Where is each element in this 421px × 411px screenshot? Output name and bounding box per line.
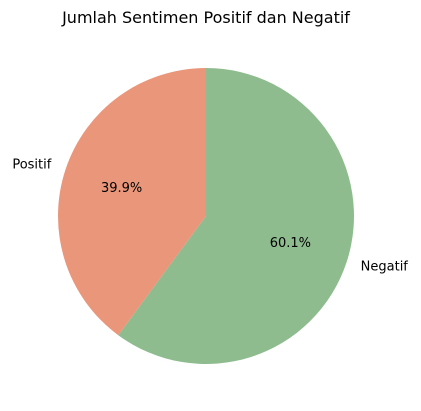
slice-percent-negatif: 60.1%	[270, 236, 311, 251]
pie-slice-positif	[57, 68, 207, 336]
chart-title: Jumlah Sentimen Positif dan Negatif	[62, 8, 350, 27]
slice-percent-positif: 39.9%	[101, 181, 142, 196]
pie-slices	[57, 68, 354, 364]
slice-label-negatif: Negatif	[361, 259, 409, 274]
slice-label-positif: Positif	[12, 158, 51, 173]
pie-labels: Negatif 60.1% Positif 39.9%	[12, 158, 408, 275]
pie-slice-negatif	[118, 68, 354, 364]
